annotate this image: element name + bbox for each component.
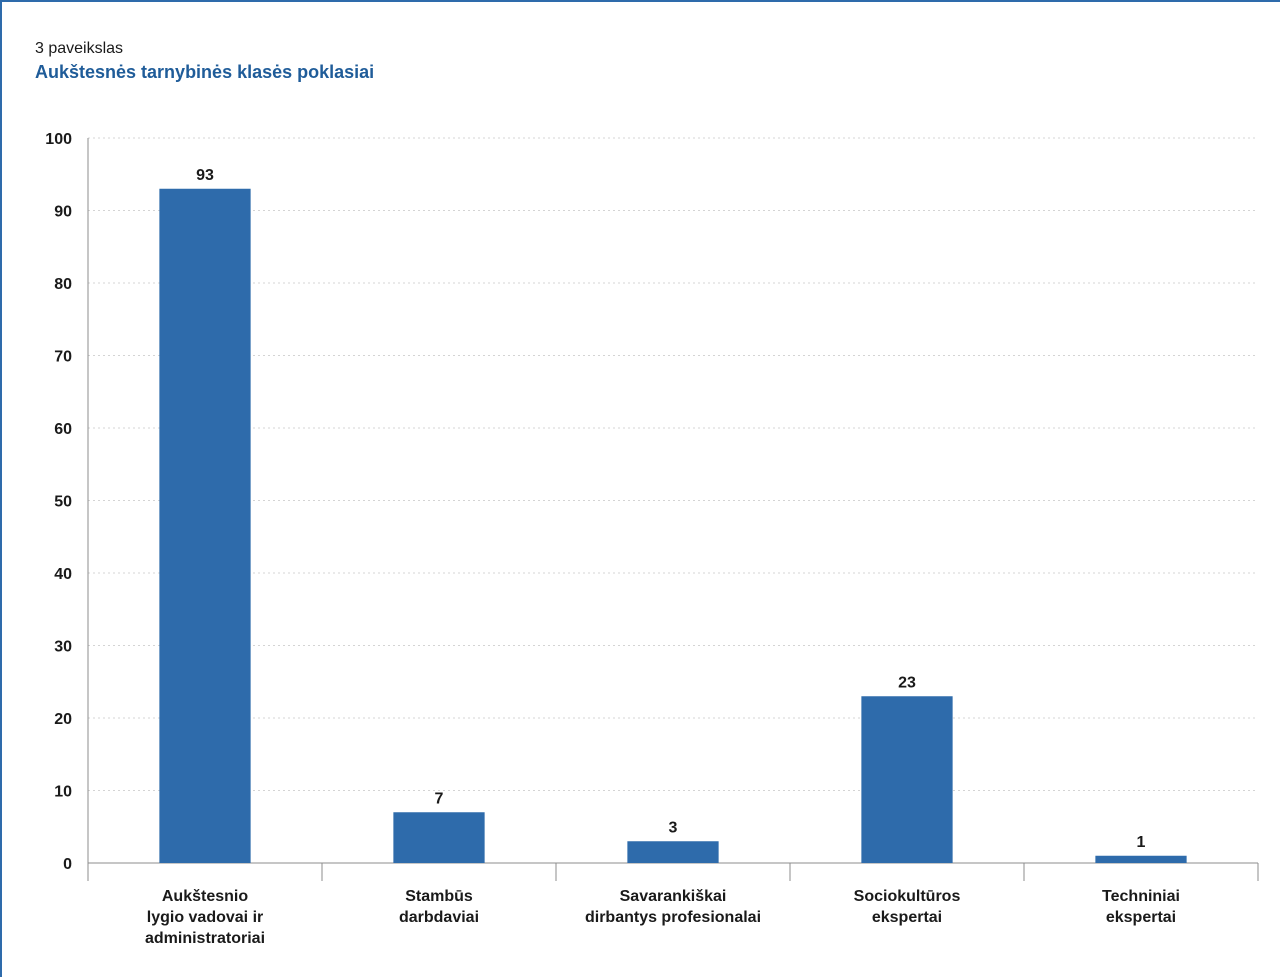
x-category-label: Aukštesnio lygio vadovai ir administratori… xyxy=(145,888,265,947)
x-category-label-line: dirbantys profesionalai xyxy=(585,909,761,926)
x-category-label-line: administratoriai xyxy=(145,930,265,947)
data-label: 3 xyxy=(669,819,678,836)
y-tick-label: 60 xyxy=(54,421,72,438)
y-tick-label: 40 xyxy=(54,566,72,583)
y-tick-label: 70 xyxy=(54,349,72,366)
x-category-label-line: ekspertai xyxy=(1106,909,1176,926)
data-label: 23 xyxy=(898,674,916,691)
data-label: 93 xyxy=(196,167,214,184)
y-tick-label: 50 xyxy=(54,494,72,511)
data-label: 1 xyxy=(1137,834,1146,851)
x-category-label: Stambūs darbdaviai xyxy=(399,888,479,926)
y-tick-label: 90 xyxy=(54,204,72,221)
x-category-label: Savarankiškai dirbantys profesionalai xyxy=(585,888,761,926)
x-category-label-line: lygio vadovai ir xyxy=(147,909,263,926)
x-category-label: Techniniai ekspertai xyxy=(1102,888,1180,926)
x-category-label-line: darbdaviai xyxy=(399,909,479,926)
x-category-label: Sociokultūros ekspertai xyxy=(854,888,961,926)
bar xyxy=(1095,856,1186,863)
x-category-label-line: Sociokultūros xyxy=(854,888,961,905)
y-tick-label: 20 xyxy=(54,711,72,728)
x-category-label-line: Aukštesnio xyxy=(162,888,248,905)
bar xyxy=(861,696,952,863)
x-category-label-line: Techniniai xyxy=(1102,888,1180,905)
bar xyxy=(159,189,250,863)
bar xyxy=(627,841,718,863)
x-category-label-line: Savarankiškai xyxy=(620,888,727,905)
y-tick-label: 30 xyxy=(54,639,72,656)
data-label: 7 xyxy=(435,790,444,807)
x-category-label-line: ekspertai xyxy=(872,909,942,926)
x-category-label-line: Stambūs xyxy=(405,888,473,905)
y-tick-label: 10 xyxy=(54,784,72,801)
y-tick-label: 100 xyxy=(45,131,72,148)
y-tick-label: 0 xyxy=(63,856,72,873)
bar xyxy=(393,812,484,863)
y-tick-label: 80 xyxy=(54,276,72,293)
